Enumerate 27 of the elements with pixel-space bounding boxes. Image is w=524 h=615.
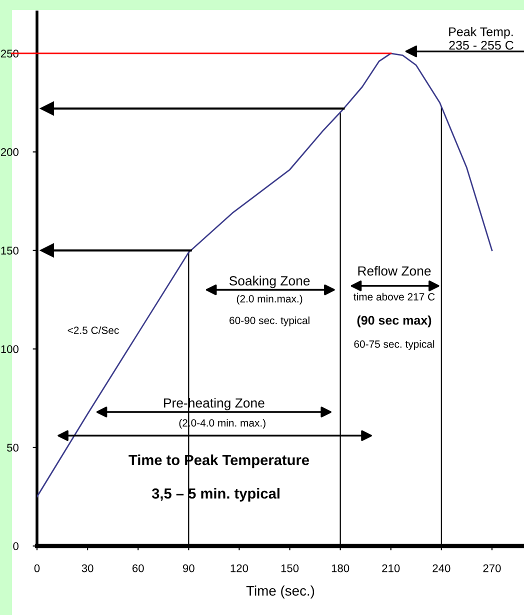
x-axis-title: Time (sec.) [246,586,314,598]
x-tick-label: 60 [132,564,144,572]
y-tick-label: 150 [1,246,19,255]
x-tick-label: 150 [281,564,299,572]
x-tick-label: 90 [183,564,194,572]
annotation: time above 217 C [354,292,435,301]
annotation: Peak Temp. 235 - 255 C [449,27,514,50]
y-tick-label: 50 [7,444,19,452]
annotation: (90 sec max) [357,316,432,328]
y-tick-label: 200 [0,148,19,156]
x-tick-label: 30 [82,564,94,572]
annotation: Soaking Zone [229,276,310,288]
x-tick-label: 180 [332,564,350,572]
x-tick-label: 270 [483,564,501,572]
y-tick-label: 0 [13,542,19,550]
annotation: <2.5 C/Sec [68,326,119,334]
x-tick-label: 120 [230,564,248,572]
annotation: 3,5 – 5 min. typical [152,488,280,502]
y-tick-label: 100 [1,345,19,354]
y-tick-label: 250 [0,50,19,58]
x-tick-label: 210 [382,564,400,572]
annotation: Reflow Zone [358,266,431,276]
annotation: (2.0 min.max.) [236,294,302,305]
annotation: 60-75 sec. typical [354,340,434,350]
x-tick-label: 240 [432,564,450,572]
x-tick-label: 0 [34,564,40,572]
annotation: 60-90 sec. typical [230,316,310,326]
